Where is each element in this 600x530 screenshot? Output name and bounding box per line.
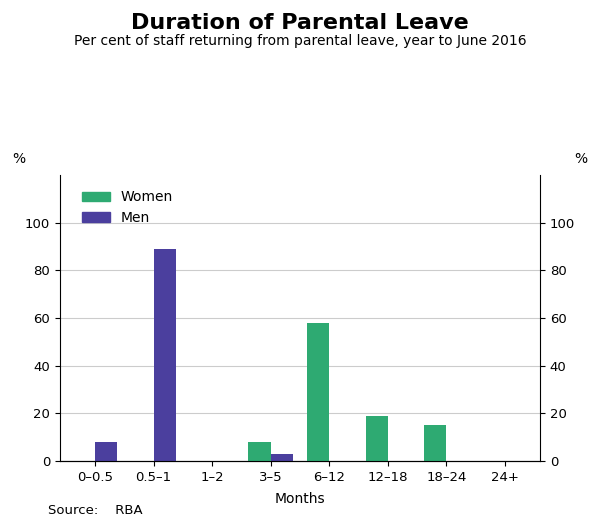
Bar [365,416,388,461]
Legend: Women, Men: Women, Men [77,185,179,231]
X-axis label: Months: Months [275,492,325,506]
Text: %: % [13,152,26,166]
Text: Source:    RBA: Source: RBA [48,504,143,517]
Bar [95,442,118,461]
Text: %: % [574,152,587,166]
Bar [307,323,329,461]
Bar [248,442,271,461]
Text: Duration of Parental Leave: Duration of Parental Leave [131,13,469,33]
Bar [154,249,176,461]
Bar [424,425,446,461]
Bar [271,454,293,461]
Text: Per cent of staff returning from parental leave, year to June 2016: Per cent of staff returning from parenta… [74,34,526,48]
